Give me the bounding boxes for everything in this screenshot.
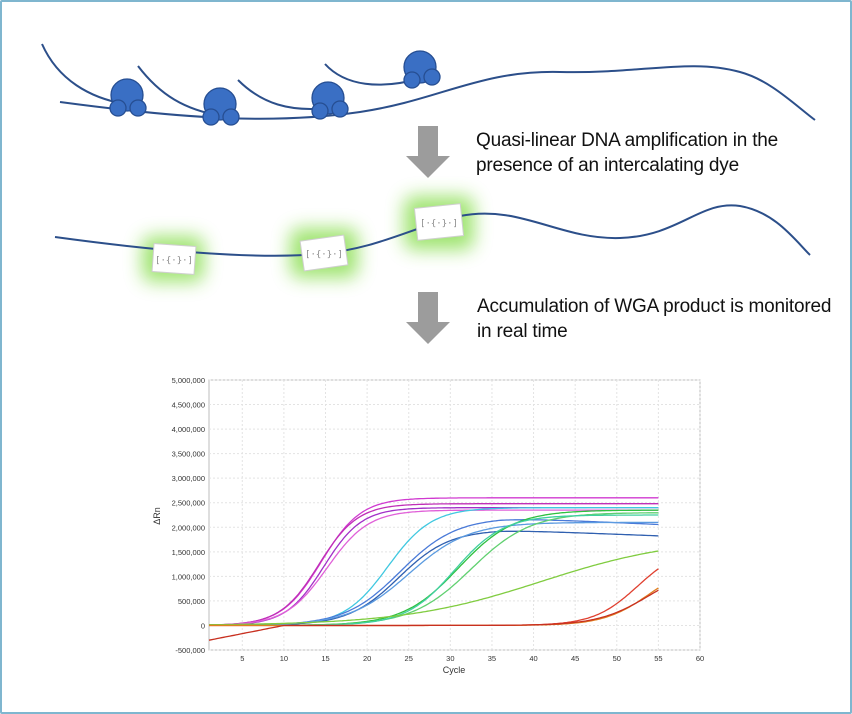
x-tick-label: 35: [488, 654, 496, 663]
y-tick-label: 4,500,000: [172, 401, 205, 410]
y-tick-label: 1,500,000: [172, 548, 205, 557]
x-tick-label: 45: [571, 654, 579, 663]
svg-text:[·{·}·]: [·{·}·]: [305, 250, 343, 260]
x-tick-label: 15: [321, 654, 329, 663]
x-tick-label: 25: [405, 654, 413, 663]
y-axis-ticks: 5,000,000 4,500,000 4,000,000 3,500,000 3,00…: [172, 376, 205, 655]
dna-product-strand: [54, 204, 811, 257]
y-tick-label: 2,000,000: [172, 523, 205, 532]
svg-text:[·{·}·]: [·{·}·]: [420, 219, 458, 229]
svg-text:[·{·}·]: [·{·}·]: [155, 256, 193, 266]
polymerase-icon: [202, 87, 240, 126]
intercalating-dye-illustration: [·{·}·] [·{·}·] [·{·}·]: [54, 196, 811, 282]
dna-amplification-illustration: [41, 43, 816, 126]
step1-caption: Quasi-linear DNA amplification in the pr…: [476, 130, 779, 176]
series-line: [208, 589, 659, 641]
x-axis-ticks: 5 10 15 20 25 30 35 40 45 50 55 60: [240, 654, 704, 663]
polymerase-icon: [109, 78, 147, 117]
dye-molecule-icon: [·{·}·]: [413, 203, 465, 241]
y-tick-label: 5,000,000: [172, 376, 205, 385]
dye-molecule-icon: [·{·}·]: [151, 243, 197, 275]
y-tick-label: 0: [201, 621, 205, 630]
down-arrow-icon: [406, 292, 450, 344]
x-axis-label: Cycle: [443, 665, 466, 675]
series-line: [209, 550, 659, 626]
x-tick-label: 10: [280, 654, 288, 663]
series-line: [209, 503, 659, 626]
x-tick-label: 60: [696, 654, 704, 663]
y-axis-label: ΔRn: [152, 507, 162, 525]
x-tick-label: 40: [529, 654, 537, 663]
x-tick-label: 5: [240, 654, 244, 663]
y-tick-label: 2,500,000: [172, 499, 205, 508]
x-tick-label: 20: [363, 654, 371, 663]
x-tick-label: 30: [446, 654, 454, 663]
y-tick-label: 500,000: [178, 597, 205, 606]
step2-caption: Accumulation of WGA product is monitored…: [477, 296, 832, 342]
polymerase-icon: [311, 81, 349, 120]
grid-lines: [209, 379, 701, 651]
down-arrow-icon: [406, 126, 450, 178]
y-tick-label: 3,500,000: [172, 450, 205, 459]
y-tick-label: 3,000,000: [172, 474, 205, 483]
x-tick-label: 50: [613, 654, 621, 663]
x-tick-label: 55: [654, 654, 662, 663]
y-tick-label: 4,000,000: [172, 425, 205, 434]
series-line: [208, 509, 659, 626]
y-tick-label: 1,000,000: [172, 572, 205, 581]
y-tick-label: -500,000: [175, 646, 205, 655]
polymerase-icon: [403, 50, 441, 89]
dye-molecule-icon: [·{·}·]: [299, 234, 349, 272]
series-lines: [208, 497, 659, 641]
